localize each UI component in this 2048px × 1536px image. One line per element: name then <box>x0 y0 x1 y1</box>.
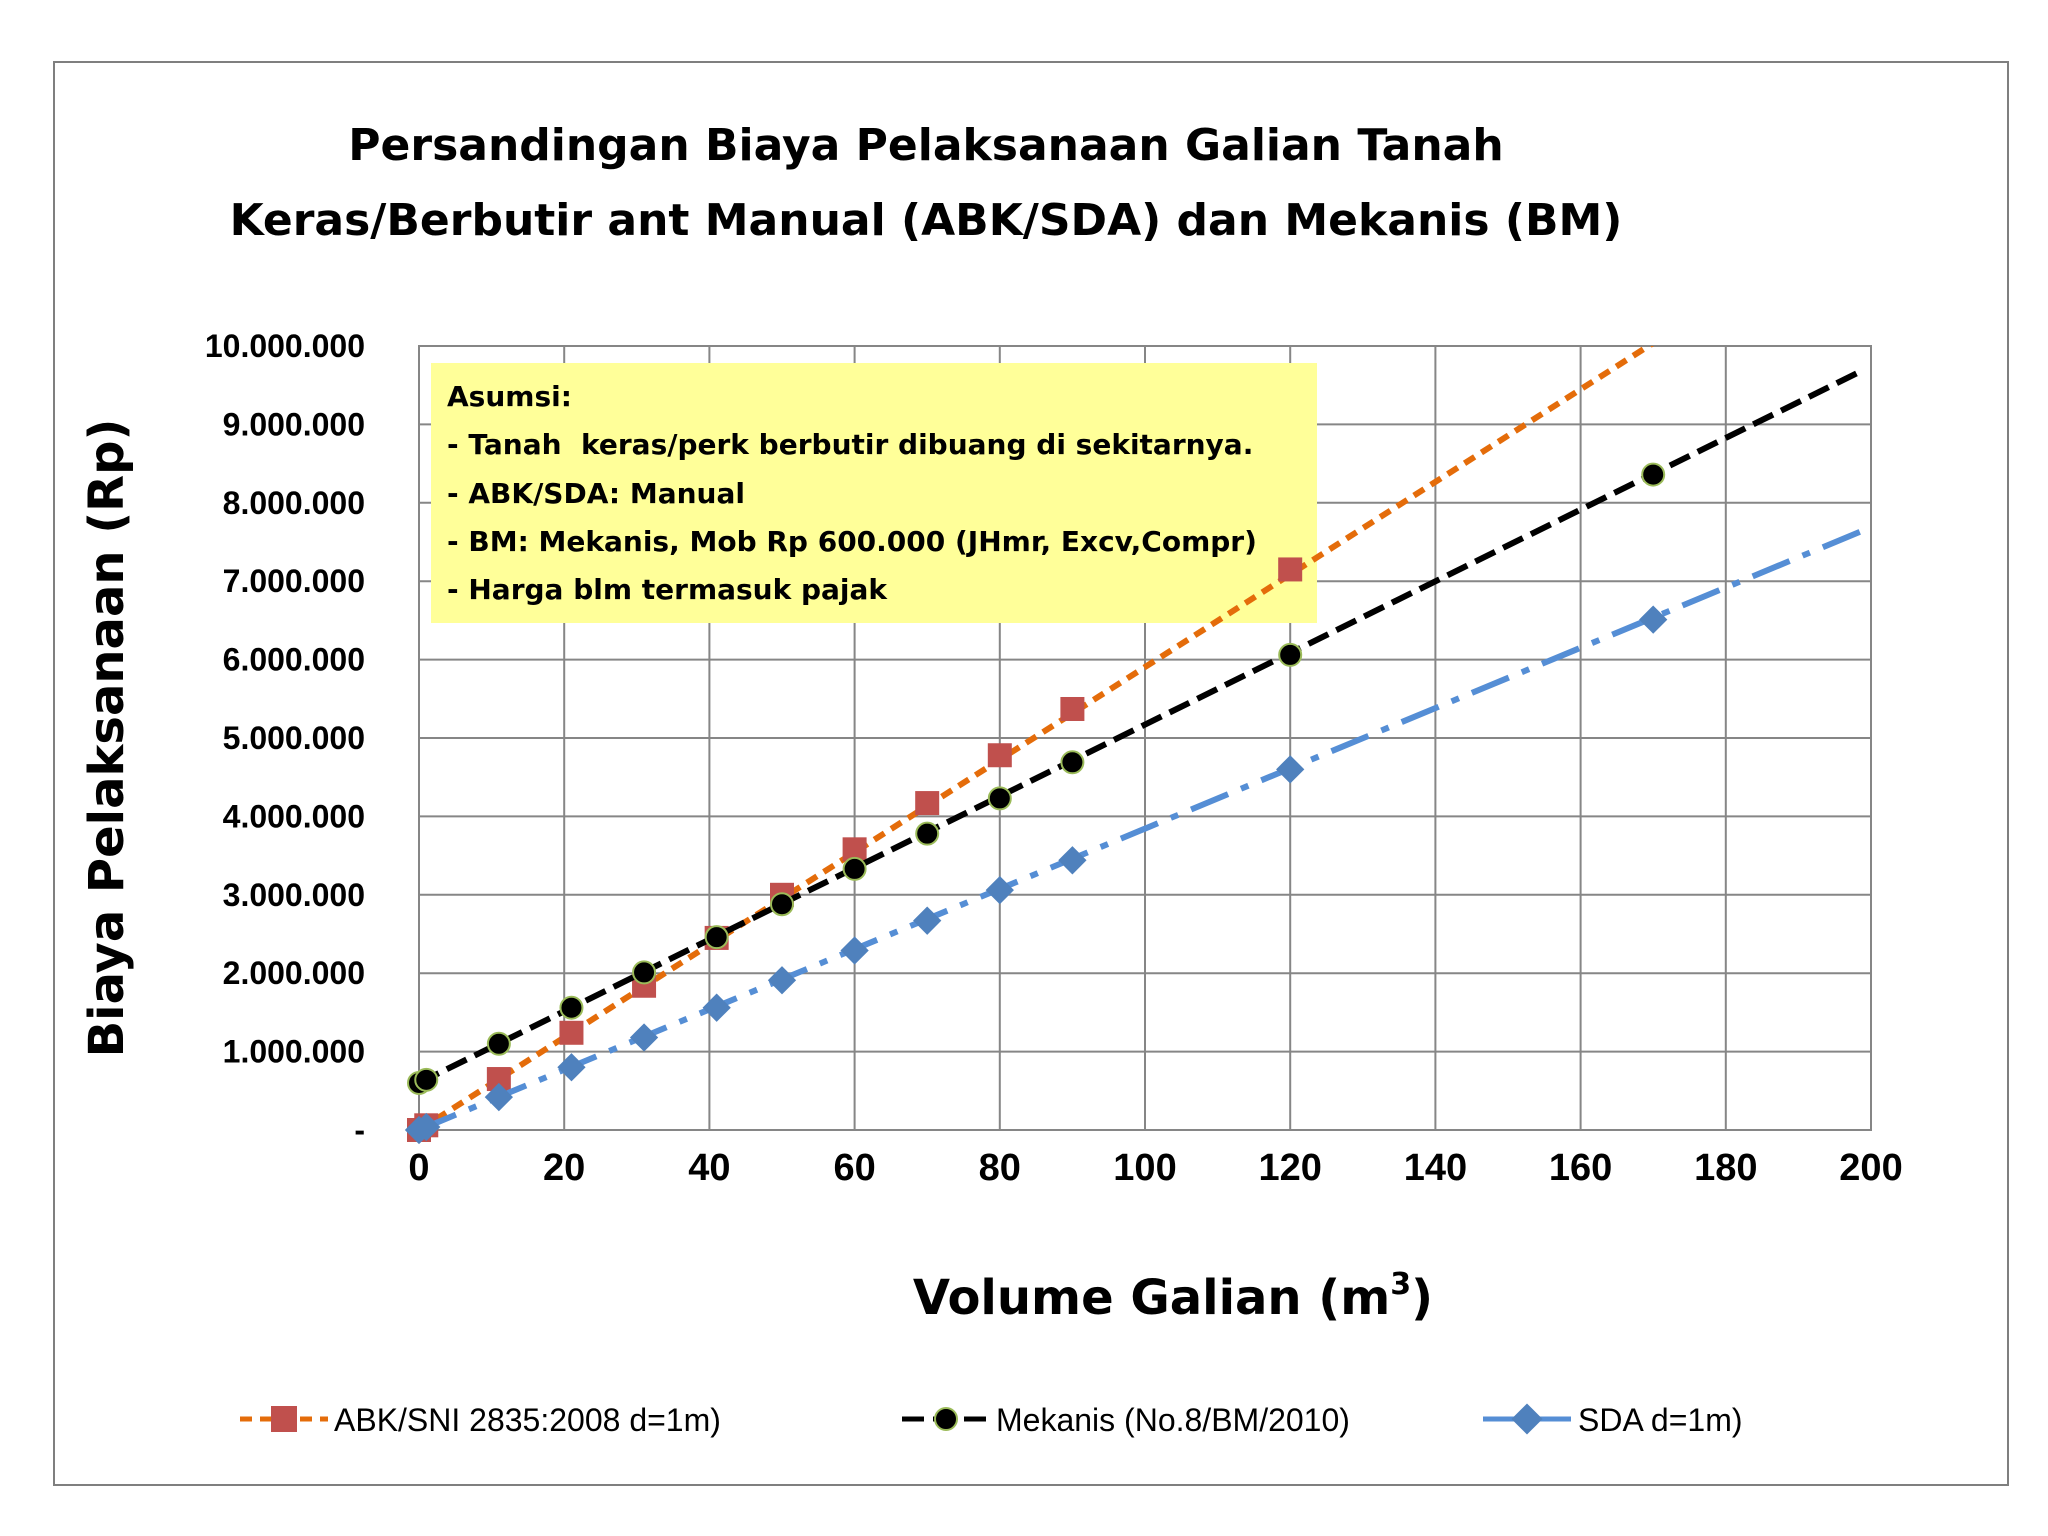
assumption-note: Asumsi: - Tanah keras/perk berbutir dibu… <box>431 363 1317 623</box>
series-abk <box>407 346 1655 1142</box>
y-tick-label: 3.000.000 <box>223 877 365 913</box>
legend-abk-marker <box>271 1406 297 1432</box>
y-tick-label: 2.000.000 <box>223 955 365 991</box>
series-sda-point <box>702 993 731 1022</box>
series-sda-point <box>985 875 1014 905</box>
series-mekanis-point <box>704 925 729 950</box>
assumption-note-background <box>431 363 1317 623</box>
series-abk-point <box>1278 557 1303 582</box>
x-tick-label: 60 <box>833 1147 875 1189</box>
series-sda-trendline <box>419 527 1865 1130</box>
x-axis-title-superscript: 3 <box>1390 1267 1411 1302</box>
x-axis-title-close: ) <box>1411 1270 1433 1326</box>
y-tick-label: - <box>354 1112 365 1148</box>
chart-canvas: Persandingan Biaya Pelaksanaan Galian Ta… <box>79 120 1903 1438</box>
x-tick-label: 100 <box>1113 1147 1176 1189</box>
series-abk-point <box>915 791 940 816</box>
series-mekanis-point <box>559 995 584 1020</box>
legend-mekanis-label: Mekanis (No.8/BM/2010) <box>996 1402 1350 1438</box>
data-series <box>404 346 1865 1145</box>
series-mekanis-point <box>987 786 1012 811</box>
y-tick-label: 4.000.000 <box>223 798 365 834</box>
y-tick-label: 7.000.000 <box>223 563 365 599</box>
series-sda-point <box>557 1053 586 1082</box>
legend-sda-marker <box>1511 1403 1543 1435</box>
note-line-3: - ABK/SDA: Manual <box>447 477 745 510</box>
series-sda-point <box>1639 605 1668 634</box>
x-tick-label: 120 <box>1258 1147 1321 1189</box>
y-tick-label: 8.000.000 <box>223 485 365 521</box>
chart-frame: Persandingan Biaya Pelaksanaan Galian Ta… <box>53 61 2009 1486</box>
note-line-2: - Tanah keras/perk berbutir dibuang di s… <box>447 428 1253 461</box>
series-sda-point <box>913 906 942 935</box>
series-mekanis-point <box>414 1067 439 1092</box>
series-mekanis-point <box>632 960 657 985</box>
legend: ABK/SNI 2835:2008 d=1m) Mekanis (No.8/BM… <box>240 1402 1743 1438</box>
series-abk-point <box>1060 696 1085 721</box>
x-tick-label: 160 <box>1549 1147 1612 1189</box>
series-sda-point <box>840 936 869 965</box>
y-tick-label: 1.000.000 <box>223 1034 365 1070</box>
series-sda-point <box>629 1023 659 1052</box>
series-sda-point <box>767 966 797 995</box>
note-line-1: Asumsi: <box>447 380 572 413</box>
y-tick-label: 10.000.000 <box>205 328 365 364</box>
series-sda-point <box>1276 755 1305 784</box>
y-axis-title: Biaya Pelaksanaan (Rp) <box>79 419 135 1058</box>
x-tick-label: 200 <box>1839 1147 1902 1189</box>
series-sda-point <box>1058 846 1087 875</box>
series-sda-point <box>484 1082 514 1112</box>
x-axis-tick-labels: 0 20 40 60 80 100 120 140 160 180 200 <box>408 1147 1902 1189</box>
series-mekanis <box>407 370 1858 1095</box>
series-mekanis-point <box>1060 750 1085 775</box>
y-tick-label: 5.000.000 <box>223 720 365 756</box>
x-tick-label: 0 <box>408 1147 429 1189</box>
legend-entry-abk: ABK/SNI 2835:2008 d=1m) <box>240 1402 721 1438</box>
x-tick-label: 180 <box>1694 1147 1757 1189</box>
legend-entry-sda: SDA d=1m) <box>1483 1402 1743 1438</box>
x-tick-label: 40 <box>688 1147 730 1189</box>
series-abk-point <box>987 743 1012 768</box>
legend-mekanis-marker <box>934 1407 958 1431</box>
series-abk-trendline <box>419 346 1655 1130</box>
x-tick-label: 140 <box>1404 1147 1467 1189</box>
series-abk-point <box>559 1020 584 1045</box>
note-line-4: - BM: Mekanis, Mob Rp 600.000 (JHmr, Exc… <box>447 525 1257 558</box>
chart-title-line-1: Persandingan Biaya Pelaksanaan Galian Ta… <box>348 120 1503 171</box>
series-mekanis-point <box>486 1031 511 1056</box>
series-mekanis-point <box>1641 462 1666 487</box>
x-tick-label: 20 <box>543 1147 585 1189</box>
series-sda <box>404 527 1865 1145</box>
x-axis-title: Volume Galian (m3) <box>913 1267 1433 1326</box>
series-mekanis-point <box>842 856 867 881</box>
legend-entry-mekanis: Mekanis (No.8/BM/2010) <box>902 1402 1350 1438</box>
series-mekanis-trendline <box>419 370 1858 1086</box>
note-line-5: - Harga blm termasuk pajak <box>447 573 888 606</box>
series-mekanis-point <box>1278 642 1303 667</box>
y-tick-label: 9.000.000 <box>223 406 365 442</box>
legend-abk-label: ABK/SNI 2835:2008 d=1m) <box>334 1402 721 1438</box>
y-tick-label: 6.000.000 <box>223 642 365 678</box>
series-mekanis-point <box>915 821 940 846</box>
legend-sda-label: SDA d=1m) <box>1578 1402 1743 1438</box>
x-tick-label: 80 <box>979 1147 1021 1189</box>
series-mekanis-point <box>770 892 794 917</box>
chart-title-line-2: Keras/Berbutir ant Manual (ABK/SDA) dan … <box>230 195 1623 246</box>
x-axis-title-main: Volume Galian (m <box>913 1270 1390 1326</box>
y-axis-tick-labels: - 1.000.000 2.000.000 3.000.000 4.000.000 5.0… <box>205 328 365 1148</box>
series-sda-point <box>412 1112 441 1142</box>
